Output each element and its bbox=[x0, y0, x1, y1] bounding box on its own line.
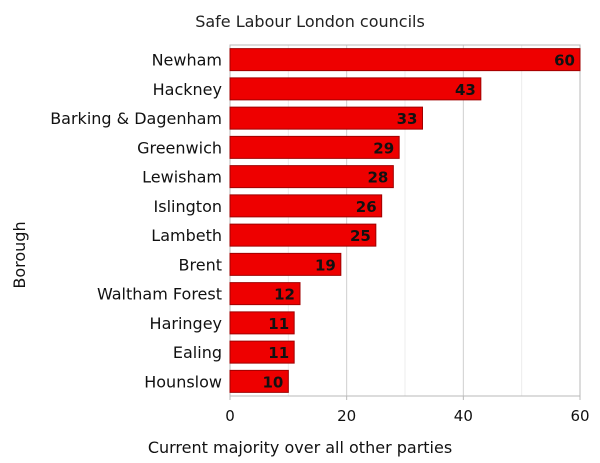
bar bbox=[229, 282, 301, 306]
category-label: Greenwich bbox=[137, 138, 222, 157]
data-label: 60 bbox=[554, 52, 575, 70]
x-tick-label: 0 bbox=[225, 407, 235, 425]
data-label: 12 bbox=[274, 286, 295, 304]
bar bbox=[229, 48, 581, 72]
x-tick-label: 40 bbox=[454, 407, 473, 425]
category-label: Newham bbox=[152, 51, 222, 70]
data-label: 25 bbox=[350, 227, 371, 245]
bar bbox=[229, 135, 400, 159]
category-label: Waltham Forest bbox=[97, 285, 222, 304]
labels-layer: Newham 60 Hackney 43 Barking & Dagenham 33 Gre… bbox=[50, 51, 575, 392]
category-label: Ealing bbox=[173, 343, 222, 362]
category-label: Lewisham bbox=[142, 168, 222, 187]
category-label: Islington bbox=[154, 197, 222, 216]
x-tick-label: 20 bbox=[337, 407, 356, 425]
bars-layer bbox=[229, 48, 581, 393]
category-label: Hounslow bbox=[144, 372, 222, 391]
data-label: 33 bbox=[397, 110, 418, 128]
data-label: 11 bbox=[268, 344, 289, 362]
bar bbox=[229, 369, 289, 393]
data-label: 28 bbox=[367, 169, 388, 187]
x-axis-title: Current majority over all other parties bbox=[148, 438, 452, 457]
data-label: 26 bbox=[356, 198, 377, 216]
bar bbox=[229, 252, 342, 276]
bar bbox=[229, 194, 383, 218]
bar bbox=[229, 165, 394, 189]
data-label: 29 bbox=[373, 139, 394, 157]
category-label: Lambeth bbox=[151, 226, 222, 245]
ticks-layer: 0 20 40 60 bbox=[225, 396, 590, 425]
data-label: 10 bbox=[262, 373, 283, 391]
data-label: 11 bbox=[268, 315, 289, 333]
bar bbox=[229, 106, 423, 130]
bar bbox=[229, 340, 295, 364]
category-label: Brent bbox=[179, 255, 222, 274]
x-tick-label: 60 bbox=[570, 407, 589, 425]
category-label: Barking & Dagenham bbox=[50, 109, 222, 128]
chart-title: Safe Labour London councils bbox=[195, 12, 425, 31]
plot-frame bbox=[229, 44, 581, 397]
data-label: 19 bbox=[315, 256, 336, 274]
bar bbox=[229, 223, 377, 247]
grid-layer bbox=[287, 45, 523, 396]
category-label: Haringey bbox=[150, 314, 222, 333]
data-label: 43 bbox=[455, 81, 476, 99]
y-axis-title: Borough bbox=[10, 221, 29, 288]
bar bbox=[229, 311, 295, 335]
bar bbox=[229, 77, 482, 101]
category-label: Hackney bbox=[153, 80, 222, 99]
